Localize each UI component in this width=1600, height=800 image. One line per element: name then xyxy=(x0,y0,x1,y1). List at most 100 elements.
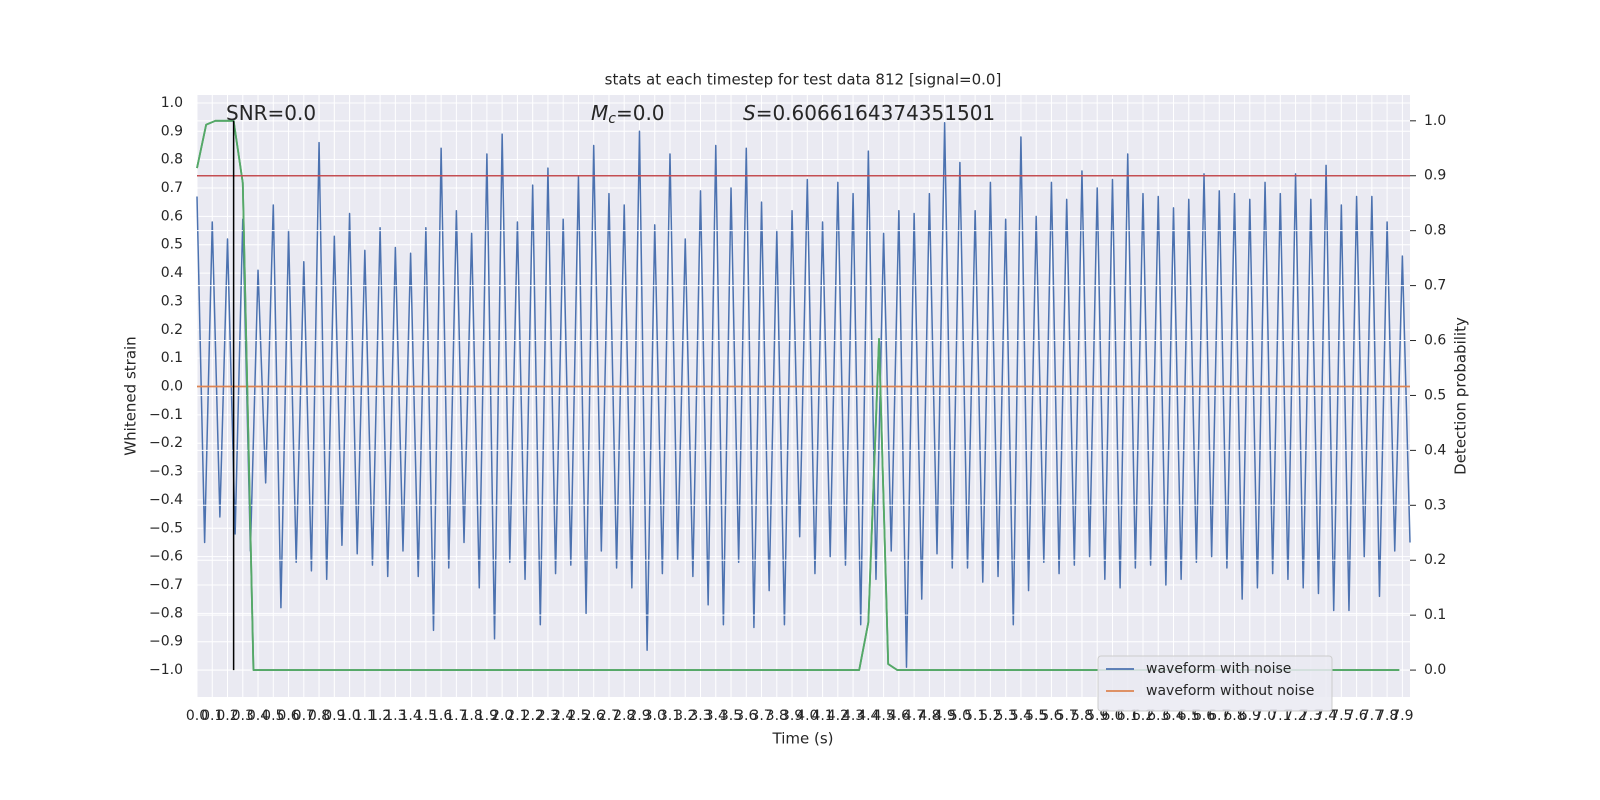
y2-tick-label: 0.1 xyxy=(1424,607,1446,623)
y2-tick-label: 0.6 xyxy=(1424,333,1446,349)
y-tick-label: −0.6 xyxy=(149,549,183,565)
x-axis-label: Time (s) xyxy=(772,730,834,748)
annotation-subscript: c xyxy=(608,111,616,127)
y-tick-label: −0.4 xyxy=(149,492,183,508)
x-tick-label: 0.7 xyxy=(293,708,315,724)
x-tick-label: 5.7 xyxy=(1056,708,1078,724)
x-tick-label: 3.2 xyxy=(674,708,696,724)
y2-tick-label: 0.9 xyxy=(1424,168,1446,184)
x-tick-label: 5.9 xyxy=(1086,708,1108,724)
x-tick-label: 2.4 xyxy=(552,708,574,724)
x-tick-label: 7.3 xyxy=(1300,708,1322,724)
y-tick-label: 1.0 xyxy=(161,95,183,111)
x-tick-label: 3.3 xyxy=(689,708,711,724)
x-tick-label: 1.2 xyxy=(369,708,391,724)
x-tick-label: 7.1 xyxy=(1269,708,1291,724)
y2-tick-label: 0.4 xyxy=(1424,442,1446,458)
x-tick-label: 2.1 xyxy=(506,708,528,724)
x-tick-label: 2.8 xyxy=(613,708,635,724)
x-tick-label: 7.8 xyxy=(1376,708,1398,724)
y-tick-label: 0.8 xyxy=(161,152,183,168)
x-tick-label: 4.5 xyxy=(872,708,894,724)
x-tick-label: 5.5 xyxy=(1025,708,1047,724)
x-tick-label: 5.6 xyxy=(1040,708,1062,724)
x-tick-label: 1.8 xyxy=(461,708,483,724)
x-tick-label: 2.9 xyxy=(628,708,650,724)
y2-tick-label: 0.8 xyxy=(1424,223,1446,239)
x-tick-label: 2.0 xyxy=(491,708,513,724)
x-tick-label: 3.0 xyxy=(644,708,666,724)
x-tick-label: 7.7 xyxy=(1361,708,1383,724)
y-tick-label: 0.3 xyxy=(161,293,183,309)
annotation-text: =0.6066164374351501 xyxy=(756,101,995,125)
y2-tick-label: 0.2 xyxy=(1424,552,1446,568)
legend-box xyxy=(1097,655,1333,712)
x-tick-label: 0.2 xyxy=(216,708,238,724)
y-tick-label: −0.7 xyxy=(149,577,183,593)
x-tick-label: 7.2 xyxy=(1284,708,1306,724)
x-tick-label: 7.4 xyxy=(1315,708,1337,724)
x-tick-label: 1.0 xyxy=(338,708,360,724)
chart-title: stats at each timestep for test data 812… xyxy=(605,71,1002,89)
x-tick-label: 1.9 xyxy=(476,708,498,724)
y-tick-label: 0.9 xyxy=(161,123,183,139)
y-tick-label: −0.8 xyxy=(149,605,183,621)
y-tick-label: 0.5 xyxy=(161,237,183,253)
y-tick-label: −1.0 xyxy=(149,662,183,678)
y2-tick-label: 0.5 xyxy=(1424,387,1446,403)
legend-label: waveform with noise xyxy=(1146,661,1291,677)
x-tick-label: 6.8 xyxy=(1223,708,1245,724)
y-tick-label: −0.1 xyxy=(149,407,183,423)
x-tick-label: 7.5 xyxy=(1330,708,1352,724)
x-tick-label: 7.0 xyxy=(1254,708,1276,724)
annotation-symbol: M xyxy=(591,101,608,125)
x-tick-label: 5.8 xyxy=(1071,708,1093,724)
x-tick-label: 4.1 xyxy=(811,708,833,724)
x-tick-label: 3.6 xyxy=(735,708,757,724)
annotation-text: SNR=0.0 xyxy=(226,101,316,125)
y-tick-label: −0.2 xyxy=(149,435,183,451)
x-tick-label: 7.6 xyxy=(1345,708,1367,724)
x-tick-label: 6.2 xyxy=(1132,708,1154,724)
x-tick-label: 3.5 xyxy=(720,708,742,724)
x-tick-label: 3.9 xyxy=(781,708,803,724)
x-tick-label: 3.8 xyxy=(766,708,788,724)
x-tick-label: 5.2 xyxy=(979,708,1001,724)
x-tick-label: 1.5 xyxy=(415,708,437,724)
y-tick-label: 0.0 xyxy=(161,379,183,395)
y-axis-label: Whitened strain xyxy=(122,336,140,455)
legend-label: waveform without noise xyxy=(1146,683,1314,699)
x-tick-label: 1.7 xyxy=(445,708,467,724)
x-tick-label: 6.7 xyxy=(1208,708,1230,724)
annotation: SNR=0.0 xyxy=(226,101,316,125)
x-tick-label: 4.3 xyxy=(842,708,864,724)
x-tick-label: 1.6 xyxy=(430,708,452,724)
x-tick-label: 4.4 xyxy=(857,708,879,724)
x-tick-label: 0.8 xyxy=(308,708,330,724)
x-tick-label: 4.0 xyxy=(796,708,818,724)
x-tick-label: 6.1 xyxy=(1117,708,1139,724)
y2-tick-label: 1.0 xyxy=(1424,113,1446,129)
x-tick-label: 6.3 xyxy=(1147,708,1169,724)
x-tick-label: 2.3 xyxy=(537,708,559,724)
x-tick-label: 4.8 xyxy=(918,708,940,724)
x-tick-label: 6.0 xyxy=(1101,708,1123,724)
x-tick-label: 1.1 xyxy=(354,708,376,724)
annotation: S=0.6066164374351501 xyxy=(743,101,995,125)
y-tick-label: −0.9 xyxy=(149,634,183,650)
y-tick-label: −0.3 xyxy=(149,464,183,480)
x-tick-label: 0.9 xyxy=(323,708,345,724)
x-tick-label: 0.5 xyxy=(262,708,284,724)
x-tick-label: 0.1 xyxy=(201,708,223,724)
x-tick-label: 0.6 xyxy=(277,708,299,724)
annotation-symbol: S xyxy=(743,101,756,125)
x-tick-label: 3.7 xyxy=(750,708,772,724)
x-tick-label: 1.4 xyxy=(399,708,421,724)
x-tick-label: 4.6 xyxy=(888,708,910,724)
series-line xyxy=(196,119,1400,671)
x-tick-label: 2.5 xyxy=(567,708,589,724)
plot-background xyxy=(197,95,1410,697)
x-tick-label: 4.2 xyxy=(827,708,849,724)
x-tick-label: 5.3 xyxy=(995,708,1017,724)
y2-tick-label: 0.0 xyxy=(1424,662,1446,678)
